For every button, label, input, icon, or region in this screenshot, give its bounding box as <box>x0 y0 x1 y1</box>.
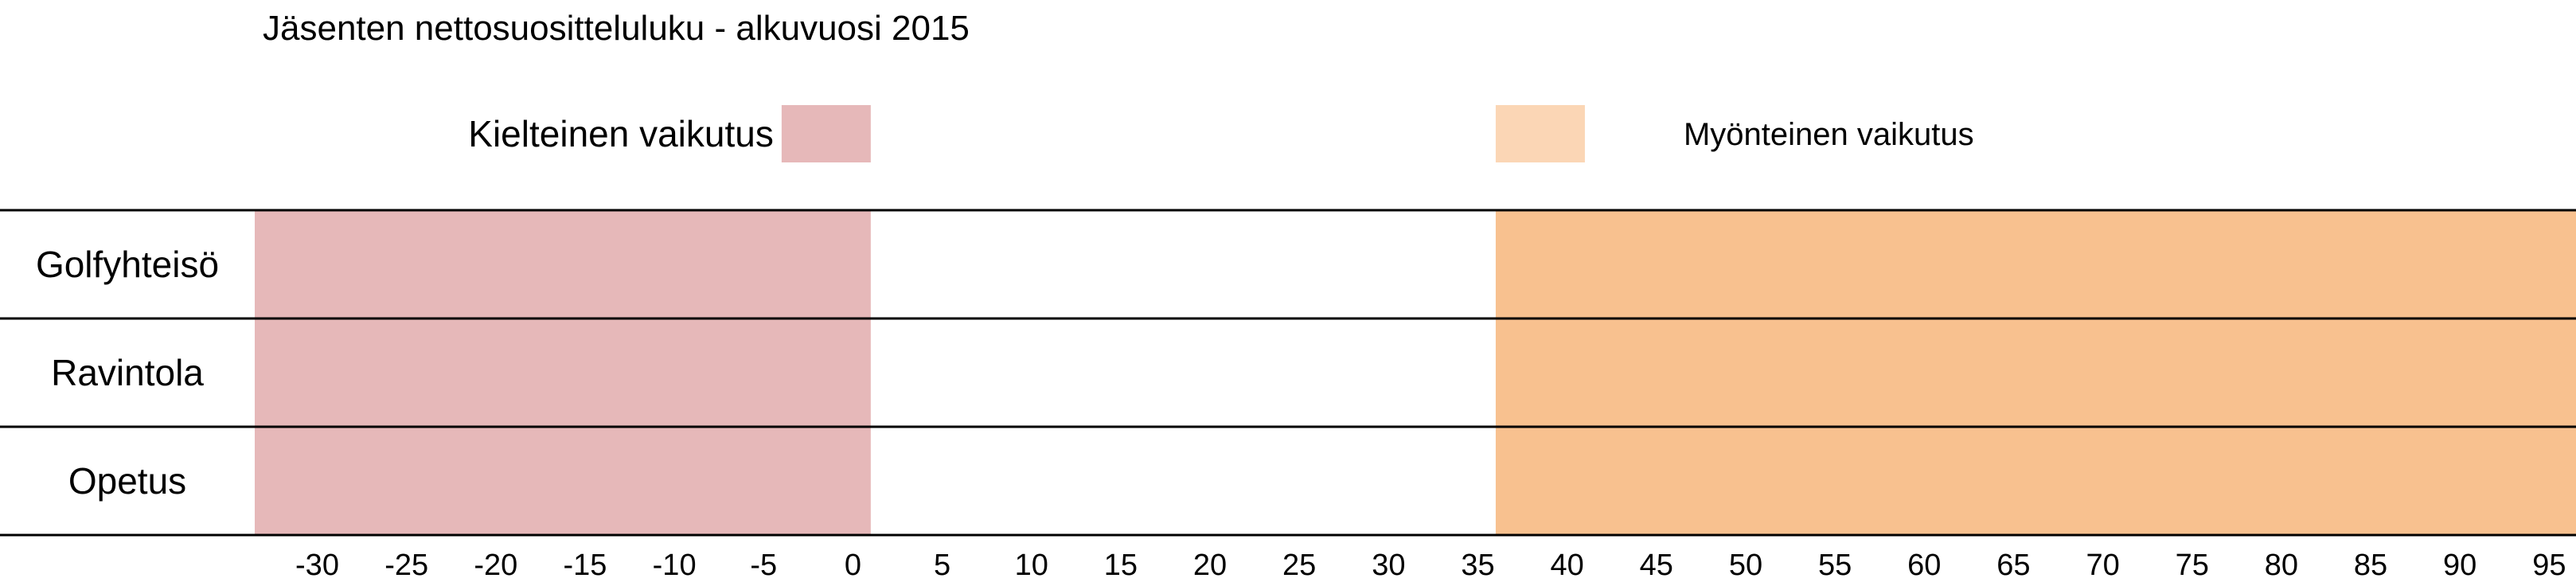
x-tick-label: 65 <box>1996 549 2030 582</box>
x-tick-label: -10 <box>653 549 697 582</box>
bands-layer <box>255 210 2576 535</box>
negative-impact-band <box>255 210 871 535</box>
row-label: Ravintola <box>51 352 204 393</box>
x-tick-label: 15 <box>1104 549 1138 582</box>
x-tick-label: 60 <box>1907 549 1941 582</box>
row-label: Golfyhteisö <box>36 244 219 285</box>
legend-swatch-positive <box>1495 105 1585 162</box>
row-label: Opetus <box>68 460 186 502</box>
x-tick-label: -25 <box>384 549 428 582</box>
row-labels: Golfyhteisö Ravintola Opetus <box>36 244 219 502</box>
x-tick-label: 45 <box>1640 549 1673 582</box>
x-tick-label: 40 <box>1551 549 1584 582</box>
x-axis-ticks: -30 -25 -20 -15 -10 -5 0 5 10 15 20 25 30 35 40 45 50 55 6… <box>295 549 2566 582</box>
chart-title: Jäsenten nettosuositteluluku - alkuvuosi… <box>263 9 970 48</box>
x-tick-label: 25 <box>1282 549 1316 582</box>
legend-swatch-negative <box>781 105 871 162</box>
x-tick-label: -5 <box>750 549 777 582</box>
x-tick-label: 80 <box>2265 549 2298 582</box>
positive-impact-band <box>1495 210 2576 535</box>
legend-label-positive: Myönteinen vaikutus <box>1684 117 1974 152</box>
x-tick-label: -30 <box>295 549 339 582</box>
x-tick-label: -15 <box>564 549 607 582</box>
x-tick-label: 85 <box>2354 549 2387 582</box>
x-tick-label: 10 <box>1015 549 1048 582</box>
x-tick-label: 5 <box>934 549 950 582</box>
x-tick-label: 35 <box>1461 549 1494 582</box>
x-tick-label: 90 <box>2443 549 2476 582</box>
x-tick-label: 0 <box>845 549 861 582</box>
x-tick-label: 75 <box>2176 549 2209 582</box>
x-tick-label: 55 <box>1818 549 1852 582</box>
x-tick-label: 30 <box>1372 549 1405 582</box>
x-tick-label: 50 <box>1729 549 1762 582</box>
x-tick-label: 95 <box>2532 549 2566 582</box>
row-grid <box>0 209 2576 537</box>
x-tick-label: 20 <box>1193 549 1227 582</box>
legend-label-negative: Kielteinen vaikutus <box>468 113 774 154</box>
x-tick-label: 70 <box>2086 549 2119 582</box>
x-tick-label: -20 <box>474 549 517 582</box>
legend: Kielteinen vaikutus Myönteinen vaikutus <box>468 105 1974 162</box>
